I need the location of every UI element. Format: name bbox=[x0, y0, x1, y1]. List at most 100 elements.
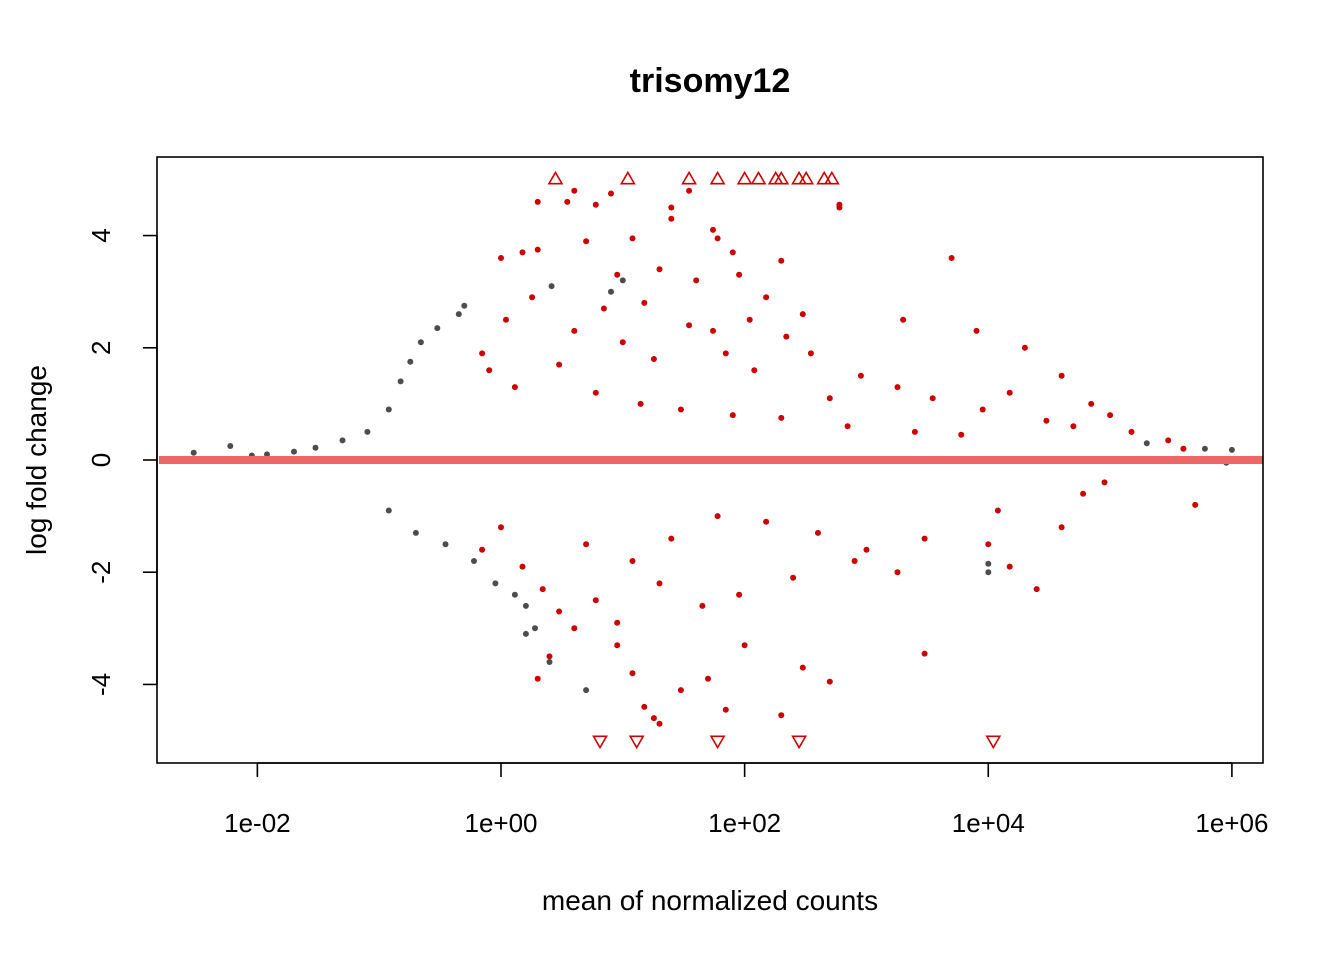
data-point bbox=[994, 507, 1001, 514]
data-point bbox=[385, 406, 392, 413]
data-point bbox=[546, 653, 553, 660]
data-point bbox=[729, 249, 736, 256]
data-point bbox=[979, 406, 986, 413]
data-point bbox=[519, 563, 526, 570]
data-point bbox=[1033, 586, 1040, 593]
data-point bbox=[1143, 440, 1150, 447]
data-point bbox=[534, 675, 541, 682]
data-point bbox=[629, 670, 636, 677]
data-point bbox=[736, 591, 743, 598]
data-point bbox=[546, 659, 553, 665]
x-axis: 1e-02 1e+00 1e+02 1e+04 1e+06 bbox=[224, 762, 1268, 838]
data-point bbox=[985, 569, 992, 576]
data-point bbox=[1107, 412, 1114, 419]
data-point bbox=[397, 378, 404, 385]
y-axis-label: log fold change bbox=[21, 365, 52, 555]
points-layer bbox=[159, 170, 1263, 750]
y-tick-label: -4 bbox=[86, 673, 116, 696]
data-point bbox=[1128, 428, 1135, 435]
data-point bbox=[583, 541, 590, 548]
data-point bbox=[1070, 423, 1077, 430]
data-point bbox=[1021, 344, 1028, 351]
data-point bbox=[746, 316, 753, 323]
data-point bbox=[1088, 400, 1095, 407]
data-point bbox=[722, 706, 729, 713]
data-point bbox=[385, 507, 392, 514]
data-point bbox=[592, 597, 599, 604]
data-point bbox=[498, 524, 504, 531]
data-point bbox=[608, 288, 614, 295]
data-point bbox=[519, 249, 526, 256]
y-tick-label: 2 bbox=[86, 341, 116, 355]
clipped-point-down bbox=[985, 735, 1002, 750]
data-point bbox=[1043, 417, 1050, 424]
data-point bbox=[1101, 479, 1108, 486]
data-point bbox=[1180, 445, 1187, 452]
clipped-point-up bbox=[816, 170, 833, 185]
data-point bbox=[511, 384, 518, 391]
y-tick-label: 4 bbox=[86, 228, 116, 242]
data-point bbox=[693, 277, 700, 284]
data-point bbox=[592, 389, 599, 396]
data-point bbox=[863, 546, 870, 553]
x-tick-label: 1e-02 bbox=[224, 808, 291, 838]
clipped-point-up bbox=[681, 170, 697, 185]
clipped-point-down bbox=[709, 735, 726, 750]
data-point bbox=[751, 367, 758, 374]
x-tick-label: 1e+04 bbox=[952, 808, 1025, 838]
data-point bbox=[455, 311, 462, 318]
data-point bbox=[412, 529, 419, 536]
data-point bbox=[958, 431, 965, 438]
data-point bbox=[608, 190, 614, 197]
data-point bbox=[973, 327, 980, 334]
data-point bbox=[656, 580, 663, 587]
data-point bbox=[417, 339, 424, 346]
data-point bbox=[699, 602, 706, 609]
data-point bbox=[857, 372, 864, 379]
data-point bbox=[571, 187, 578, 194]
data-point bbox=[783, 333, 790, 340]
data-point bbox=[1080, 490, 1087, 497]
data-point bbox=[641, 703, 648, 710]
data-point bbox=[532, 625, 538, 632]
data-point bbox=[534, 246, 541, 253]
data-point bbox=[714, 513, 721, 520]
data-point bbox=[548, 283, 555, 290]
data-point bbox=[498, 255, 504, 261]
clipped-point-down bbox=[628, 735, 645, 750]
data-point bbox=[629, 558, 636, 564]
x-axis-label: mean of normalized counts bbox=[542, 885, 878, 916]
data-point bbox=[629, 235, 636, 242]
data-point bbox=[736, 271, 743, 278]
data-point bbox=[1201, 445, 1208, 452]
data-point bbox=[799, 664, 806, 671]
data-point bbox=[529, 294, 536, 301]
clipped-point-up bbox=[547, 170, 564, 185]
data-point bbox=[364, 428, 371, 435]
data-point bbox=[778, 712, 785, 719]
data-point bbox=[227, 443, 234, 449]
data-point bbox=[729, 412, 736, 419]
data-point bbox=[434, 325, 441, 332]
data-point bbox=[619, 339, 626, 346]
data-point bbox=[686, 322, 693, 329]
x-tick-label: 1e+00 bbox=[464, 808, 537, 838]
data-point bbox=[656, 266, 663, 273]
data-point bbox=[461, 302, 468, 309]
data-point bbox=[600, 305, 607, 312]
data-point bbox=[650, 356, 657, 362]
data-point bbox=[799, 311, 806, 318]
data-point bbox=[339, 437, 346, 444]
data-point bbox=[656, 720, 663, 727]
data-point bbox=[1006, 563, 1013, 570]
data-point bbox=[190, 449, 197, 456]
data-point bbox=[921, 650, 928, 657]
data-point bbox=[948, 255, 955, 261]
data-point bbox=[921, 535, 928, 542]
clipped-point-down bbox=[791, 735, 807, 750]
data-point bbox=[486, 367, 493, 374]
data-point bbox=[614, 271, 621, 278]
data-point bbox=[844, 423, 851, 430]
data-point bbox=[894, 384, 901, 391]
clipped-point-up bbox=[709, 170, 726, 185]
